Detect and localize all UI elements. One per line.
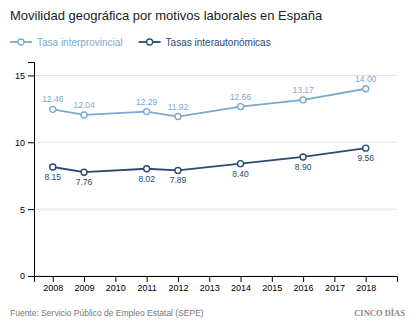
tick-mark xyxy=(334,276,335,282)
tick-label: 15 xyxy=(15,71,25,81)
title: Movilidad geográfica por motivos laboral… xyxy=(10,8,323,23)
point xyxy=(81,169,87,175)
tick: 2014 xyxy=(231,276,251,293)
legend-marker xyxy=(18,39,24,45)
data-label: 12.46 xyxy=(42,94,64,104)
tick-mark xyxy=(28,276,34,277)
tick-label: 2010 xyxy=(106,283,126,293)
data-label: 8.02 xyxy=(138,174,155,184)
data-label: 7.89 xyxy=(170,175,187,185)
tick: 0 xyxy=(20,271,34,281)
plot: 2008 2009 2010 2011 2012 2013 2014 2015 2016 2017… xyxy=(15,63,398,294)
legend-item: Tasas interautonómicas xyxy=(139,37,271,48)
tick: 2016 xyxy=(294,276,314,293)
grid-line xyxy=(34,142,397,143)
tick-label: 2008 xyxy=(43,283,63,293)
point xyxy=(175,114,181,120)
data-label: 13.17 xyxy=(292,85,314,95)
tick-mark xyxy=(272,276,273,282)
tick: 2008 xyxy=(43,276,63,293)
tick: 10 xyxy=(15,138,34,148)
point xyxy=(81,112,87,118)
tick-label: 0 xyxy=(20,271,25,281)
data-label: 7.76 xyxy=(76,177,93,187)
data-label: 11.92 xyxy=(168,102,189,112)
marks xyxy=(50,86,369,175)
tick: 2013 xyxy=(200,276,220,293)
tick: 15 xyxy=(15,71,34,81)
line xyxy=(53,89,366,117)
tick-mark xyxy=(28,142,34,143)
tick: 2017 xyxy=(325,276,345,293)
point xyxy=(50,164,56,170)
tick-mark xyxy=(28,209,34,210)
x-axis: 2008 2009 2010 2011 2012 2013 2014 2015 2016 2017… xyxy=(35,276,398,293)
legend: Tasa interprovincial Tasas interautonómic… xyxy=(10,37,271,48)
tick-mark xyxy=(28,75,34,76)
axis-line xyxy=(28,63,35,277)
point xyxy=(363,86,369,92)
tick-label: 10 xyxy=(15,138,25,148)
grid xyxy=(34,75,397,276)
tick-mark xyxy=(147,276,148,282)
data-label: 8.15 xyxy=(45,172,62,182)
tick: 2015 xyxy=(262,276,282,293)
tick-label: 2011 xyxy=(137,283,156,293)
data-label: 12.66 xyxy=(230,92,252,102)
tick: 2010 xyxy=(106,276,126,293)
tick-label: 2018 xyxy=(356,283,376,293)
tick: 5 xyxy=(20,205,34,215)
tick: 2018 xyxy=(356,276,376,293)
data-label: 8.90 xyxy=(295,162,312,172)
tick-label: 2012 xyxy=(168,283,188,293)
data-label: 12.04 xyxy=(73,100,95,110)
tick-mark xyxy=(303,276,304,282)
tick-label: 5 xyxy=(20,205,25,215)
tick-label: 2015 xyxy=(262,283,282,293)
tick-mark xyxy=(241,276,242,282)
tick-mark xyxy=(115,276,116,282)
point xyxy=(144,109,150,115)
grid-line xyxy=(34,209,397,210)
legend-label: Tasas interautonómicas xyxy=(166,37,271,48)
y-axis: 0 5 10 15 xyxy=(15,63,35,282)
chart: Movilidad geográfica por motivos laboral… xyxy=(0,0,413,324)
point xyxy=(238,104,244,110)
tick-mark xyxy=(84,276,85,282)
tick-label: 2016 xyxy=(294,283,314,293)
point xyxy=(50,106,56,112)
line xyxy=(53,148,366,172)
tick-label: 2009 xyxy=(75,283,95,293)
point xyxy=(238,161,244,167)
tick-mark xyxy=(366,276,367,282)
point xyxy=(300,154,306,160)
data-label: 14.00 xyxy=(355,74,377,84)
legend-marker xyxy=(147,39,153,45)
brand-note: CINCO DÍAS xyxy=(354,308,405,318)
grid-line xyxy=(34,75,397,76)
tick: 2009 xyxy=(75,276,95,293)
tick-label: 2017 xyxy=(325,283,345,293)
data-label: 9.56 xyxy=(357,153,374,163)
tick-mark xyxy=(53,276,54,282)
point xyxy=(300,97,306,103)
data-labels: 12.46 12.04 12.29 11.92 12.66 13.17 14.00 8.15 7… xyxy=(42,74,376,187)
point xyxy=(175,167,181,173)
point xyxy=(363,145,369,151)
tick: 2011 xyxy=(137,276,156,293)
legend-item: Tasa interprovincial xyxy=(10,37,123,48)
tick: 2012 xyxy=(168,276,188,293)
point xyxy=(144,166,150,172)
tick-label: 2014 xyxy=(231,283,251,293)
tick-mark xyxy=(178,276,179,282)
source-note: Fuente: Servicio Público de Empleo Estat… xyxy=(10,308,204,318)
legend-label: Tasa interprovincial xyxy=(37,37,123,48)
tick-mark xyxy=(209,276,210,282)
data-label: 12.29 xyxy=(136,97,158,107)
axis-line xyxy=(35,277,398,283)
data-label: 8.40 xyxy=(232,169,249,179)
tick-label: 2013 xyxy=(200,283,220,293)
